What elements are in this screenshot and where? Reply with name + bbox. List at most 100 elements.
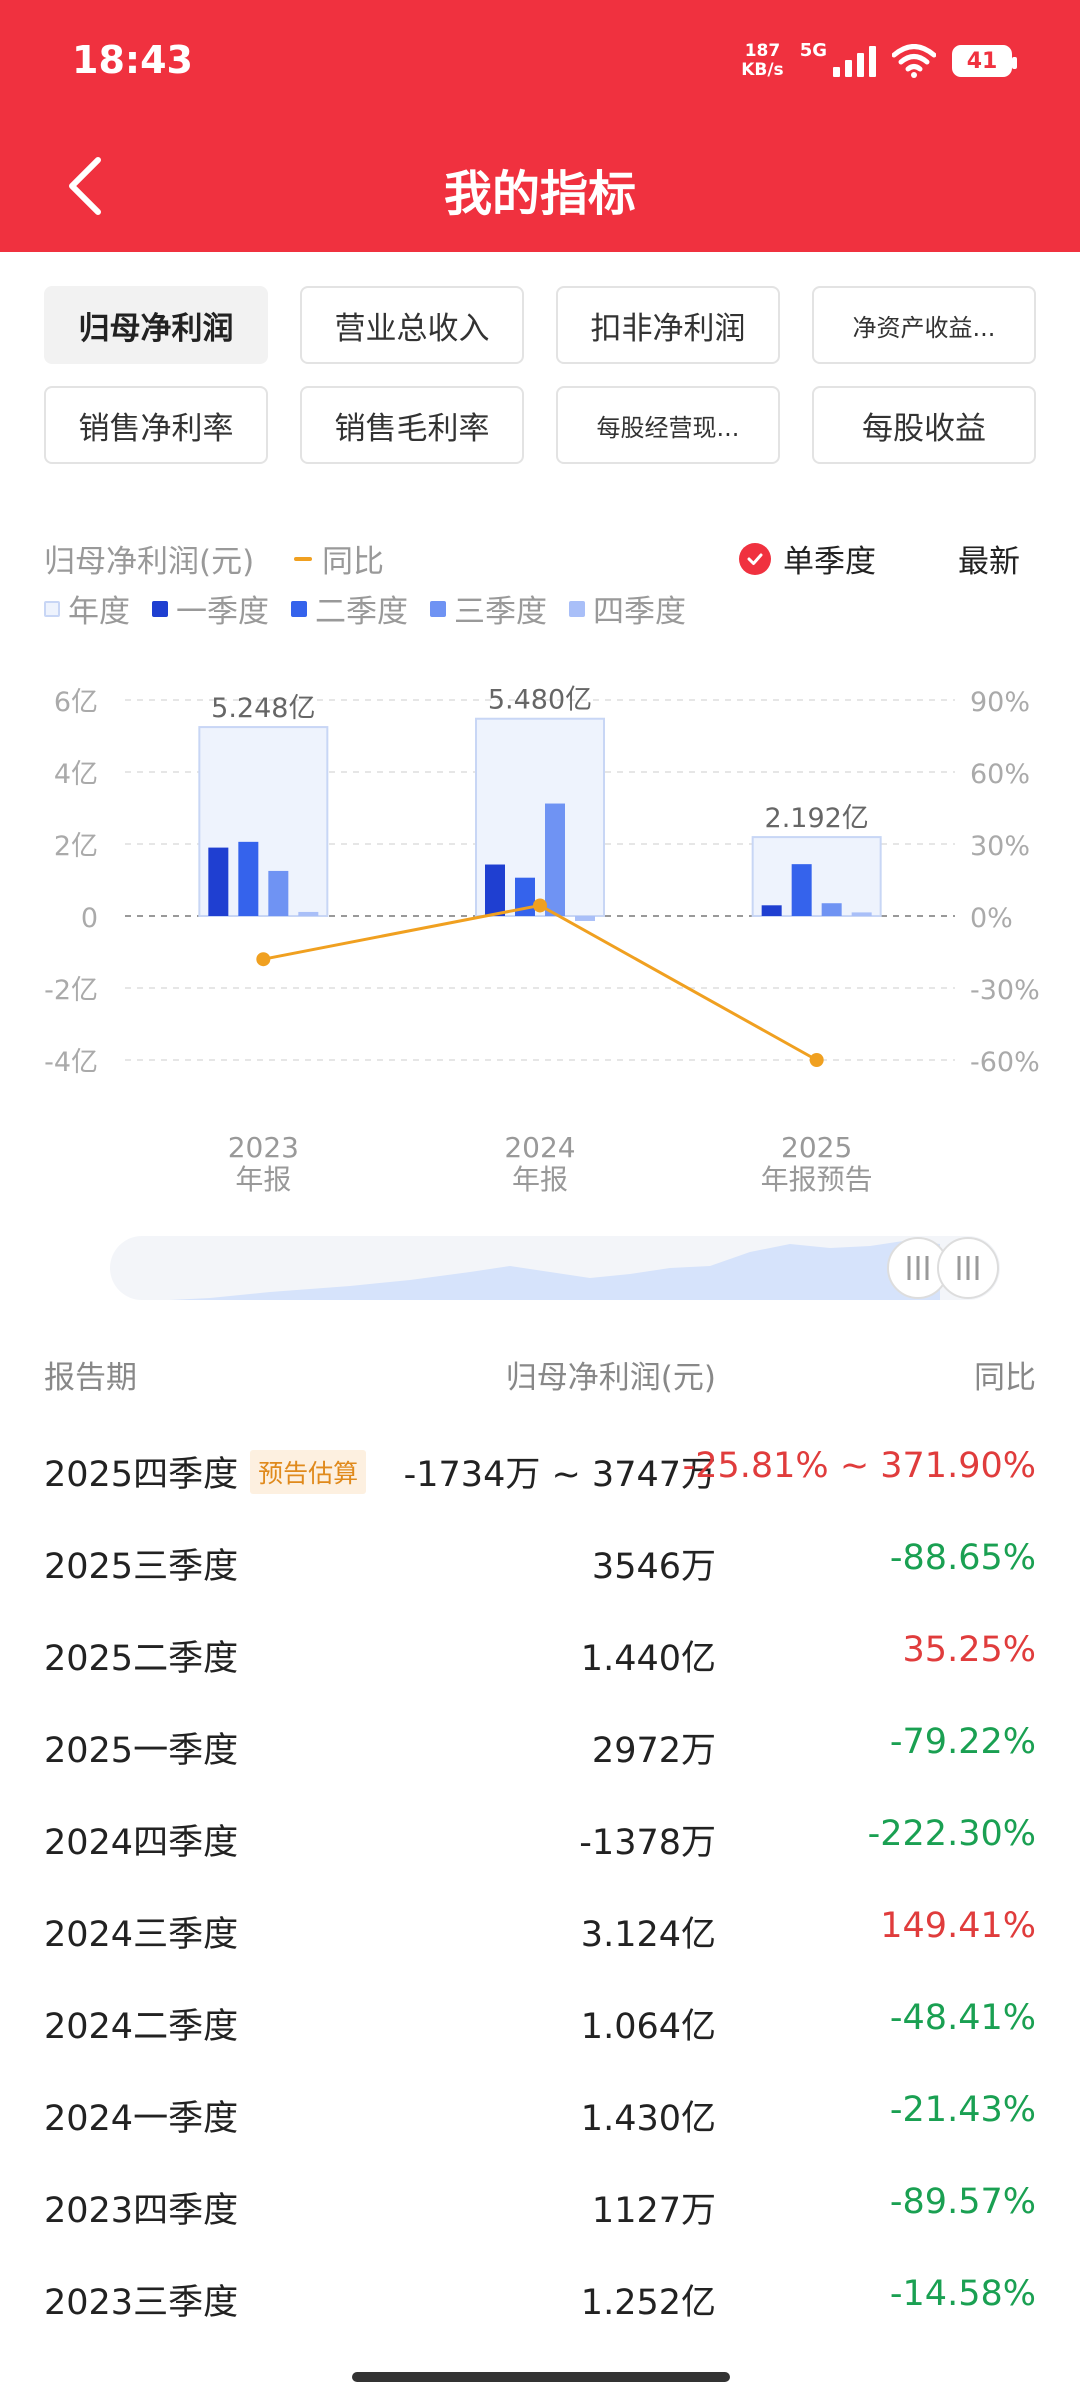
- row-yoy: -79.22%: [889, 1722, 1036, 1762]
- col-header-value: 归母净利润(元): [505, 1360, 716, 1396]
- back-button[interactable]: [58, 150, 118, 222]
- table-row[interactable]: 2023四季度 1127万 -89.57%: [44, 2158, 1036, 2250]
- tab-roe[interactable]: 净资产收益...: [812, 286, 1036, 364]
- y-tick-label: -4亿: [44, 1047, 98, 1078]
- period-label: 2024二季度: [44, 2007, 239, 2047]
- x-tick-label: 年报: [512, 1163, 568, 1196]
- legend-item-q2[interactable]: 二季度: [291, 586, 408, 631]
- tab-eps[interactable]: 每股收益: [812, 386, 1036, 464]
- table-row[interactable]: 2024二季度 1.064亿 -48.41%: [44, 1974, 1036, 2066]
- legend-swatch: [430, 600, 446, 617]
- chart-range-scrubber[interactable]: [110, 1236, 1000, 1300]
- network-speed: 187 KB/s: [741, 41, 784, 80]
- y-tick-label: 2亿: [54, 831, 98, 862]
- profit-chart: 6亿 4亿 2亿 0 -2亿 -4亿 90% 60% 30% 0% -30% -60% 5.248亿 20…: [44, 685, 1040, 1196]
- tab-net-margin[interactable]: 销售净利率: [44, 386, 268, 464]
- row-period: 2024一季度: [44, 2090, 238, 2141]
- row-period: 2023三季度: [44, 2274, 238, 2325]
- col-header-period: 报告期: [44, 1360, 137, 1396]
- row-yoy: -48.41%: [889, 1998, 1036, 2038]
- data-table: 2025四季度 预告估算 -1734万 ~ 3747万 -25.81% ~ 371.9…: [44, 1422, 1036, 2342]
- y-tick-label: 6亿: [54, 687, 98, 718]
- tab-total-revenue[interactable]: 营业总收入: [300, 286, 524, 364]
- y2-tick-label: 90%: [970, 687, 1030, 718]
- row-period: 2024三季度: [44, 1906, 238, 1957]
- y2-tick-label: 60%: [970, 759, 1030, 790]
- row-yoy: -25.81% ~ 371.90%: [682, 1446, 1036, 1486]
- x-tick-label: 2023: [228, 1131, 299, 1164]
- quarter-bar: [298, 911, 319, 916]
- table-row[interactable]: 2025二季度 1.440亿 35.25%: [44, 1606, 1036, 1698]
- tab-gross-margin[interactable]: 销售毛利率: [300, 386, 524, 464]
- row-value: -1734万 ~ 3747万: [403, 1455, 716, 1495]
- period-label: 2025三季度: [44, 1547, 239, 1587]
- row-period: 2025一季度: [44, 1722, 238, 1773]
- series-legend: 年度 一季度 二季度 三季度 四季度: [44, 586, 686, 631]
- period-label: 2025一季度: [44, 1731, 239, 1771]
- legend-item-q4[interactable]: 四季度: [569, 586, 686, 631]
- annual-value-label: 2.192亿: [765, 803, 869, 834]
- row-value: 2972万: [591, 1731, 716, 1771]
- legend-swatch: [291, 600, 307, 617]
- chevron-left-icon: [69, 157, 101, 215]
- table-row[interactable]: 2023三季度 1.252亿 -14.58%: [44, 2250, 1036, 2342]
- line-swatch-icon: [294, 556, 312, 561]
- quarter-bar: [821, 903, 842, 916]
- row-value: -1378万: [579, 1823, 716, 1863]
- quarter-bar: [208, 847, 229, 916]
- period-label: 2025二季度: [44, 1639, 239, 1679]
- tab-deducted-net-profit[interactable]: 扣非净利润: [556, 286, 780, 364]
- row-yoy: 35.25%: [902, 1630, 1036, 1670]
- forecast-badge: 预告估算: [250, 1449, 367, 1494]
- y2-tick-label: -30%: [970, 975, 1040, 1006]
- x-tick-label: 2024: [504, 1131, 575, 1164]
- annual-value-label: 5.248亿: [211, 693, 315, 724]
- status-icons: 187 KB/s 5G 41: [741, 36, 1017, 86]
- metric-title: 归母净利润(元): [44, 544, 255, 580]
- app-header: 18:43 187 KB/s 5G 41 我的指标: [0, 0, 1080, 252]
- quarter-bar: [238, 841, 259, 916]
- table-row[interactable]: 2024一季度 1.430亿 -21.43%: [44, 2066, 1036, 2158]
- scrubber-handle-left[interactable]: [887, 1237, 949, 1299]
- quarter-bar: [485, 864, 505, 916]
- y2-tick-label: -60%: [970, 1047, 1040, 1078]
- tab-parent-net-profit[interactable]: 归母净利润: [44, 286, 268, 364]
- legend-item-annual[interactable]: 年度: [44, 586, 130, 631]
- y2-tick-label: 0%: [970, 903, 1013, 934]
- legend-item-q3[interactable]: 三季度: [430, 586, 547, 631]
- scrubber-handle-right[interactable]: [937, 1237, 999, 1299]
- row-yoy: -89.57%: [889, 2182, 1036, 2222]
- row-period: 2025二季度: [44, 1630, 238, 1681]
- table-row[interactable]: 2025一季度 2972万 -79.22%: [44, 1698, 1036, 1790]
- yoy-point: [533, 898, 547, 913]
- row-value: 1127万: [591, 2191, 716, 2231]
- row-yoy: -21.43%: [889, 2090, 1036, 2130]
- y2-tick-label: 30%: [970, 831, 1030, 862]
- row-period: 2025四季度 预告估算: [44, 1446, 367, 1497]
- status-time: 18:43: [72, 38, 193, 82]
- row-value: 1.064亿: [580, 2007, 716, 2047]
- single-quarter-toggle[interactable]: 单季度: [739, 536, 876, 581]
- row-yoy: -88.65%: [889, 1538, 1036, 1578]
- latest-button[interactable]: 最新: [958, 544, 1020, 580]
- table-row[interactable]: 2025四季度 预告估算 -1734万 ~ 3747万 -25.81% ~ 371.9…: [44, 1422, 1036, 1514]
- x-tick-label: 年报: [235, 1163, 291, 1196]
- yoy-line: [263, 903, 818, 1062]
- col-header-yoy: 同比: [974, 1360, 1036, 1396]
- y-tick-label: -2亿: [44, 975, 98, 1006]
- battery-icon: 41: [952, 45, 1017, 77]
- row-yoy: 149.41%: [880, 1906, 1036, 1946]
- table-row[interactable]: 2024四季度 -1378万 -222.30%: [44, 1790, 1036, 1882]
- table-row[interactable]: 2024三季度 3.124亿 149.41%: [44, 1882, 1036, 1974]
- table-row[interactable]: 2025三季度 3546万 -88.65%: [44, 1514, 1036, 1606]
- tab-operating-cashflow-per-share[interactable]: 每股经营现...: [556, 386, 780, 464]
- row-value: 3546万: [591, 1547, 716, 1587]
- row-period: 2025三季度: [44, 1538, 238, 1589]
- legend-item-q1[interactable]: 一季度: [152, 586, 269, 631]
- period-label: 2024一季度: [44, 2099, 239, 2139]
- period-label: 2023四季度: [44, 2191, 239, 2231]
- row-yoy: -14.58%: [889, 2274, 1036, 2314]
- signal-icon: [833, 45, 876, 77]
- home-indicator[interactable]: [352, 2372, 730, 2382]
- quarter-bar: [851, 912, 872, 916]
